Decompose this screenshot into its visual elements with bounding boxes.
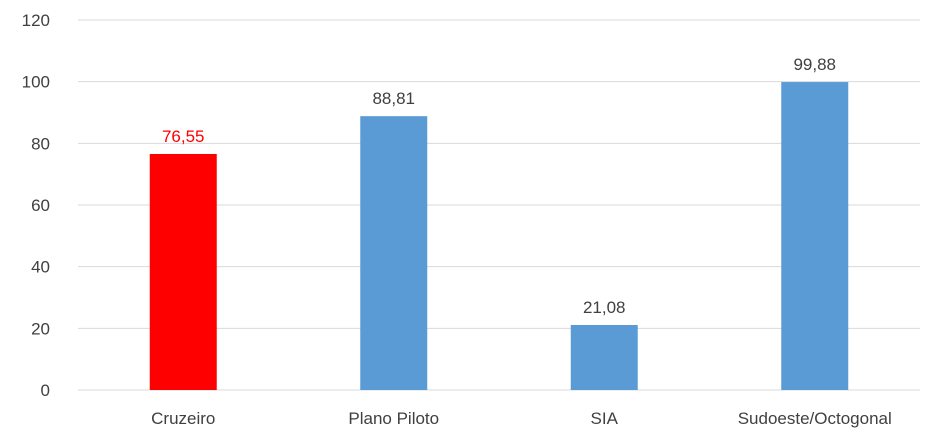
y-tick-label: 120 xyxy=(22,11,50,30)
x-category-label: SIA xyxy=(591,409,619,428)
y-tick-label: 80 xyxy=(31,134,50,153)
y-axis-tick-labels: 0 20 40 60 80 100 120 xyxy=(22,11,50,400)
data-label: 76,55 xyxy=(162,127,205,146)
y-tick-label: 0 xyxy=(41,381,50,400)
bars xyxy=(149,82,849,391)
y-tick-label: 60 xyxy=(31,196,50,215)
bar xyxy=(570,325,638,390)
y-tick-label: 20 xyxy=(31,319,50,338)
x-category-label: Cruzeiro xyxy=(151,409,215,428)
x-category-label: Sudoeste/Octogonal xyxy=(738,409,892,428)
data-label: 88,81 xyxy=(372,89,415,108)
x-category-label: Plano Piloto xyxy=(348,409,439,428)
y-tick-label: 100 xyxy=(22,73,50,92)
x-axis-category-labels: Cruzeiro Plano Piloto SIA Sudoeste/Octogona… xyxy=(151,409,892,428)
bar xyxy=(781,82,849,390)
bar xyxy=(360,116,428,391)
gridlines xyxy=(78,19,920,391)
data-labels: 76,55 88,81 21,08 99,88 xyxy=(162,55,836,317)
y-tick-label: 40 xyxy=(31,258,50,277)
bar xyxy=(149,153,217,390)
data-label: 21,08 xyxy=(583,298,626,317)
data-label: 99,88 xyxy=(793,55,836,74)
